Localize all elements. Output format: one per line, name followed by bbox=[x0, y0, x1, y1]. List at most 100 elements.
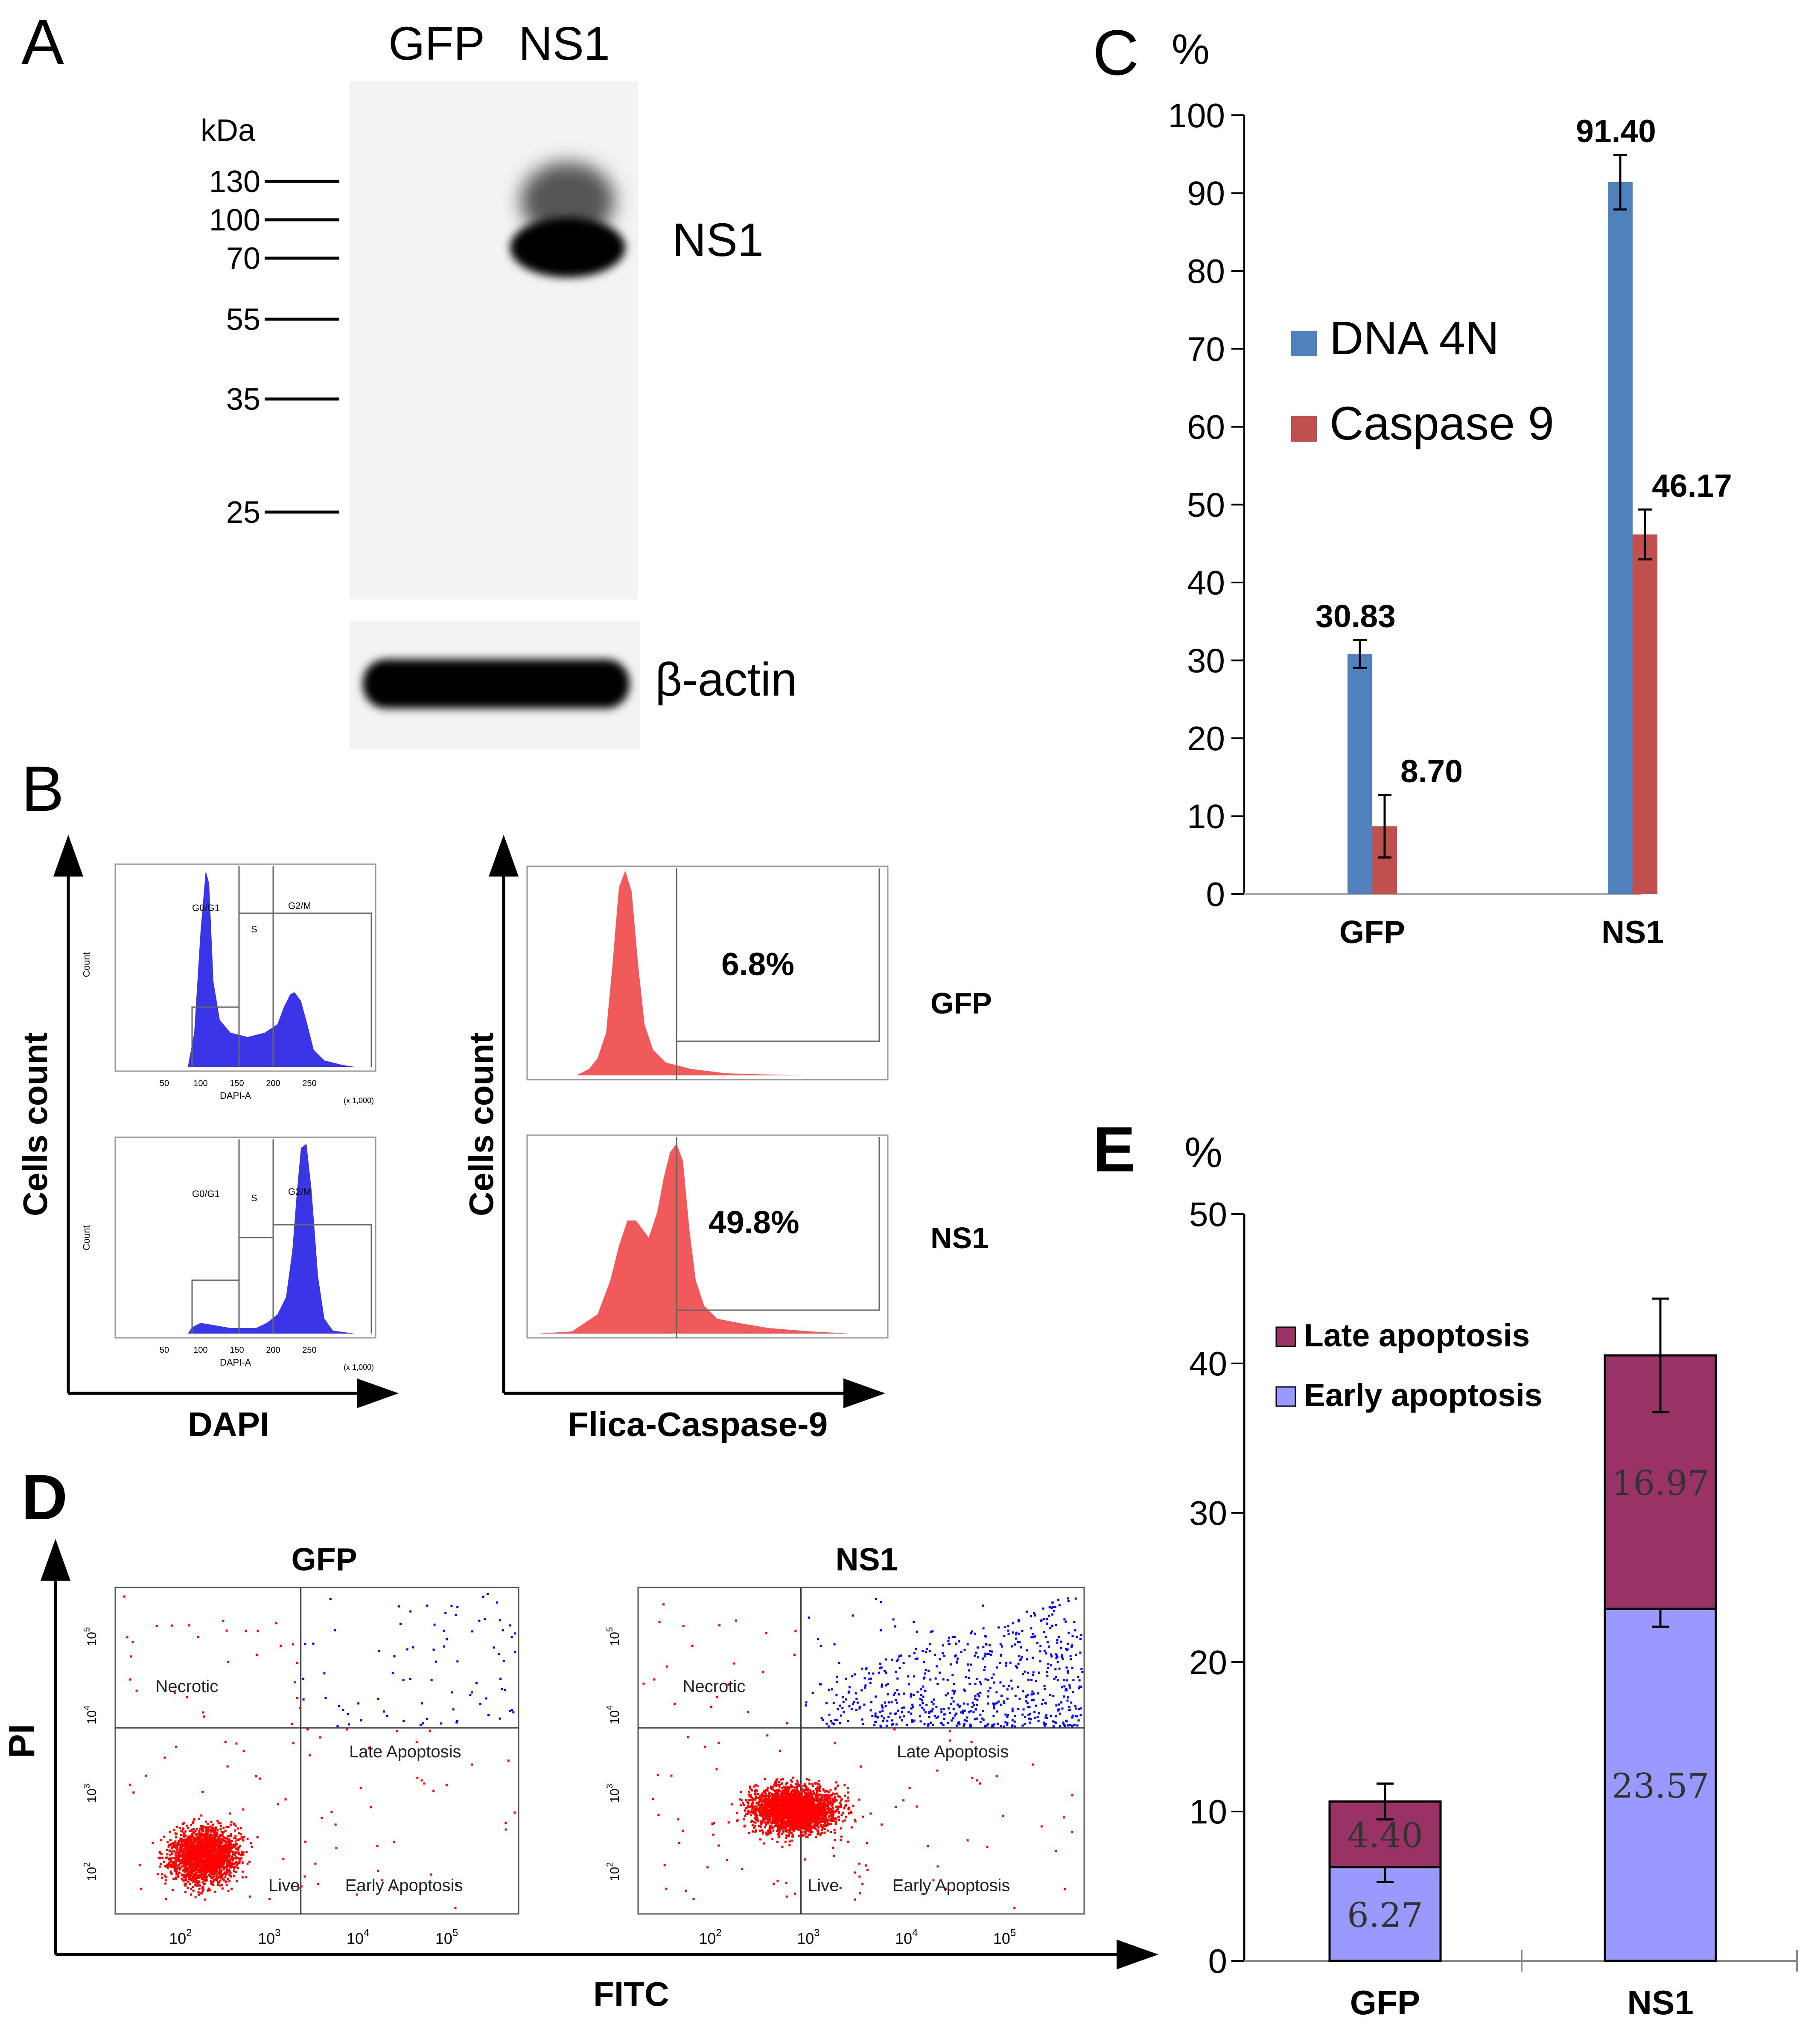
c-ytick-label: 10 bbox=[1187, 798, 1225, 836]
c-ytick-label: 100 bbox=[1168, 96, 1225, 134]
d-quadrant-label: Live bbox=[268, 1876, 300, 1895]
lane-label-gfp: GFP bbox=[388, 17, 485, 70]
d-scatter-gfp: GFP Necrotic Late Apoptosis Live Early Apopt… bbox=[82, 1541, 519, 1947]
marker-label: 100 bbox=[209, 203, 260, 237]
d-points-red bbox=[642, 1603, 1073, 1909]
marker-ladder: 130 100 70 55 35 25 bbox=[209, 165, 339, 530]
c-legend-swatch bbox=[1291, 416, 1317, 442]
mini-tick-label: 200 bbox=[266, 1346, 280, 1355]
d-xtick-label: 104 bbox=[347, 1927, 369, 1947]
d-ytick-label: 104 bbox=[605, 1706, 622, 1725]
gate-g2m: G2/M bbox=[288, 900, 311, 911]
d-xtick-label: 105 bbox=[435, 1927, 458, 1947]
d-subplot-title: NS1 bbox=[836, 1541, 898, 1577]
unit-label: kDa bbox=[201, 114, 256, 148]
d-x-label: FITC bbox=[593, 1975, 669, 2013]
c-ytick-label: 50 bbox=[1187, 486, 1225, 524]
d-ytick-label: 104 bbox=[82, 1706, 99, 1725]
gate-g0g1: G0/G1 bbox=[192, 1188, 220, 1199]
e-ytick-label: 40 bbox=[1189, 1345, 1227, 1383]
c-legend-label: DNA 4N bbox=[1330, 312, 1499, 364]
c-bar bbox=[1608, 182, 1633, 894]
dapi-y-label: Cells count bbox=[16, 1032, 54, 1216]
casp-value-ns1: 49.8% bbox=[709, 1204, 799, 1240]
panel-e: E % 0 10 20 30 40 50 GFP 6.27 4.40 NS1 23.57 16.97 L… bbox=[1093, 1113, 1798, 2021]
e-value-label: 4.40 bbox=[1347, 1816, 1423, 1855]
c-ytick-label: 0 bbox=[1206, 875, 1225, 913]
d-ytick-label: 105 bbox=[82, 1627, 99, 1646]
band-label-actin: β-actin bbox=[655, 653, 797, 706]
c-value-label: 91.40 bbox=[1576, 113, 1656, 149]
panel-d: D PI FITC GFP Necrotic Late Apoptosis Live E… bbox=[2, 1461, 1158, 2013]
dapi-hist-gfp: G0/G1 S G2/M Count DAPI-A (x 1,000) 50 10… bbox=[81, 863, 376, 1105]
chart-c: 0 10 20 30 40 50 60 70 80 90 100 GFP 30.83 8.70 NS1 91.… bbox=[1168, 96, 1732, 950]
casp-hist-ns1 bbox=[526, 1134, 889, 1339]
casp-hist-gfp bbox=[526, 865, 889, 1081]
panel-label-a: A bbox=[21, 6, 64, 78]
mini-tick-label: 100 bbox=[193, 1079, 207, 1088]
d-scatter-ns1: NS1 Necrotic Late Apoptosis Live Early Apopt… bbox=[605, 1541, 1085, 1947]
d-ytick-label: 102 bbox=[605, 1862, 622, 1882]
e-ytick-label: 30 bbox=[1189, 1494, 1227, 1532]
d-xtick-label: 102 bbox=[699, 1927, 721, 1947]
gate-g0g1: G0/G1 bbox=[192, 903, 220, 913]
c-ytick-label: 60 bbox=[1187, 408, 1225, 446]
mini-ticks: 50 100 150 200 250 bbox=[160, 1346, 317, 1355]
panel-c: C % 0 10 20 30 40 50 60 70 80 90 100 GFP 30.83 8.70 NS… bbox=[1093, 17, 1732, 950]
mini-tick-label: 150 bbox=[230, 1346, 244, 1355]
band-label-ns1: NS1 bbox=[672, 214, 764, 266]
panel-label-b: B bbox=[21, 753, 64, 824]
c-legend-label: Caspase 9 bbox=[1330, 397, 1554, 450]
d-quadrant-label: Late Apoptosis bbox=[897, 1742, 1009, 1761]
casp-value-gfp: 6.8% bbox=[721, 946, 794, 982]
d-points-red bbox=[123, 1595, 516, 1909]
d-quadrant-label: Late Apoptosis bbox=[349, 1742, 461, 1761]
d-ytick-label: 105 bbox=[605, 1627, 622, 1646]
mini-ylabel: Count bbox=[81, 952, 92, 977]
panel-a: A GFP NS1 kDa 130 100 70 55 35 25 NS1 β-actin bbox=[21, 6, 797, 749]
mini-scale: (x 1,000) bbox=[344, 1096, 374, 1105]
ns1-band bbox=[510, 162, 625, 277]
e-category-label: NS1 bbox=[1627, 1983, 1694, 2021]
actin-band bbox=[363, 659, 630, 708]
c-category-label: NS1 bbox=[1601, 914, 1664, 950]
e-ytick-label: 50 bbox=[1189, 1195, 1227, 1233]
d-plot-frame bbox=[637, 1587, 1085, 1915]
c-ytick-label: 20 bbox=[1187, 719, 1225, 757]
marker-label: 70 bbox=[226, 242, 260, 276]
c-ytick-label: 40 bbox=[1187, 564, 1225, 602]
lane-label-ns1: NS1 bbox=[519, 17, 610, 70]
mini-ticks: 50 100 150 200 250 bbox=[160, 1079, 317, 1088]
d-ytick-label: 103 bbox=[82, 1784, 99, 1803]
mini-tick-label: 100 bbox=[193, 1346, 207, 1355]
e-bar-segment bbox=[1604, 1608, 1717, 1962]
c-bar bbox=[1633, 534, 1657, 894]
gate-g2m: G2/M bbox=[288, 1186, 311, 1197]
panel-label-d: D bbox=[21, 1461, 67, 1533]
e-value-label: 23.57 bbox=[1611, 1766, 1709, 1806]
e-ytick-label: 10 bbox=[1189, 1793, 1227, 1831]
row-label-gfp: GFP bbox=[930, 987, 992, 1020]
marker-label: 35 bbox=[226, 382, 260, 417]
dapi-x-label: DAPI bbox=[188, 1405, 269, 1443]
c-error-bar bbox=[1353, 639, 1367, 669]
e-ytick-label: 20 bbox=[1189, 1643, 1227, 1681]
c-ytick-label: 70 bbox=[1187, 330, 1225, 368]
marker-label: 55 bbox=[226, 303, 260, 337]
d-xtick-label: 105 bbox=[993, 1927, 1016, 1947]
d-xtick-label: 104 bbox=[895, 1927, 918, 1947]
mini-tick-label: 250 bbox=[302, 1079, 316, 1088]
d-points bbox=[123, 1593, 516, 1909]
panel-b: B Cells count DAPI G0/G1 S G2/M Count DA… bbox=[16, 753, 992, 1443]
chart-d: GFP Necrotic Late Apoptosis Live Early Apopt… bbox=[82, 1541, 1085, 1947]
gate-s: S bbox=[251, 1193, 257, 1203]
e-legend-swatch bbox=[1275, 1326, 1296, 1347]
chart-e: 0 10 20 30 40 50 GFP 6.27 4.40 NS1 23.57 16.97 Late … bbox=[1189, 1195, 1798, 2021]
c-error-bar bbox=[1378, 794, 1391, 859]
e-error-bar bbox=[1377, 1783, 1394, 1821]
c-bar bbox=[1348, 654, 1372, 894]
panel-label-c: C bbox=[1093, 17, 1139, 88]
casp-y-label: Cells count bbox=[462, 1032, 500, 1216]
e-error-bar bbox=[1652, 1297, 1669, 1413]
mini-tick-label: 200 bbox=[266, 1079, 280, 1088]
